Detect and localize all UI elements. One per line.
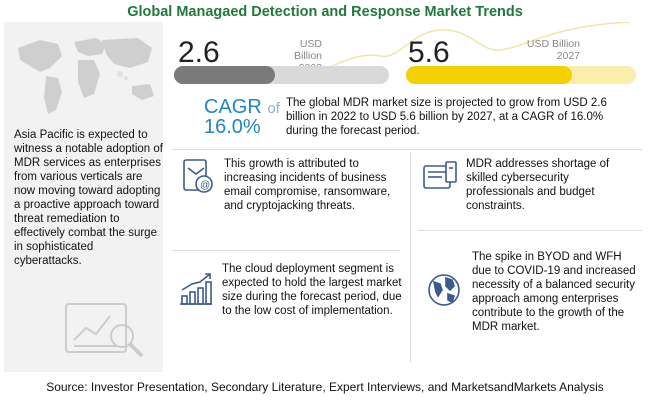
end-year: 2027 [556,50,580,62]
end-bar-fill [406,66,572,84]
cagr-label: CAGR of [204,96,280,119]
budget-icon [423,161,457,189]
card-divider-right [418,230,642,231]
column-divider [410,152,411,362]
card-threats-text: This growth is attributed to increasing … [224,158,391,212]
end-bar-track [406,66,636,84]
analytics-magnifier-icon [65,303,144,358]
source-note: Source: Investor Presentation, Secondary… [46,380,604,394]
section-divider [172,149,642,150]
left-panel: Asia Pacific is expected to witness a no… [4,22,163,372]
start-bar-track [174,66,389,84]
world-map-graphic [18,38,154,114]
card-byod-text: The spike in BYOD and WFH due to COVID-1… [472,251,636,333]
cagr-description: The global MDR market size is projected … [286,97,607,137]
card-skills-text: MDR addresses shortage of skilled cybers… [466,158,610,212]
end-value: 5.6 [408,36,450,69]
growth-chart-icon [180,273,212,305]
trend-line-graphic [300,22,630,81]
start-bar-fill [174,66,276,84]
globe-icon [428,274,460,306]
svg-text:@: @ [200,180,210,191]
start-value: 2.6 [178,36,220,69]
email-attack-icon: @ [183,159,213,193]
start-unit-label: USD Billion [293,38,322,62]
end-unit: USD Billion 2027 [520,38,580,62]
apac-description: Asia Pacific is expected to witness a no… [14,129,163,267]
card-divider-left [172,250,400,251]
cagr-of-text: of [267,100,280,117]
card-cloud-text: The cloud deployment segment is expected… [222,263,402,317]
cagr-label-text: CAGR [204,96,262,118]
end-unit-label: USD Billion [526,38,580,50]
cagr-value: 16.0% [204,116,261,138]
page-title: Global Managaed Detection and Response M… [127,4,523,20]
